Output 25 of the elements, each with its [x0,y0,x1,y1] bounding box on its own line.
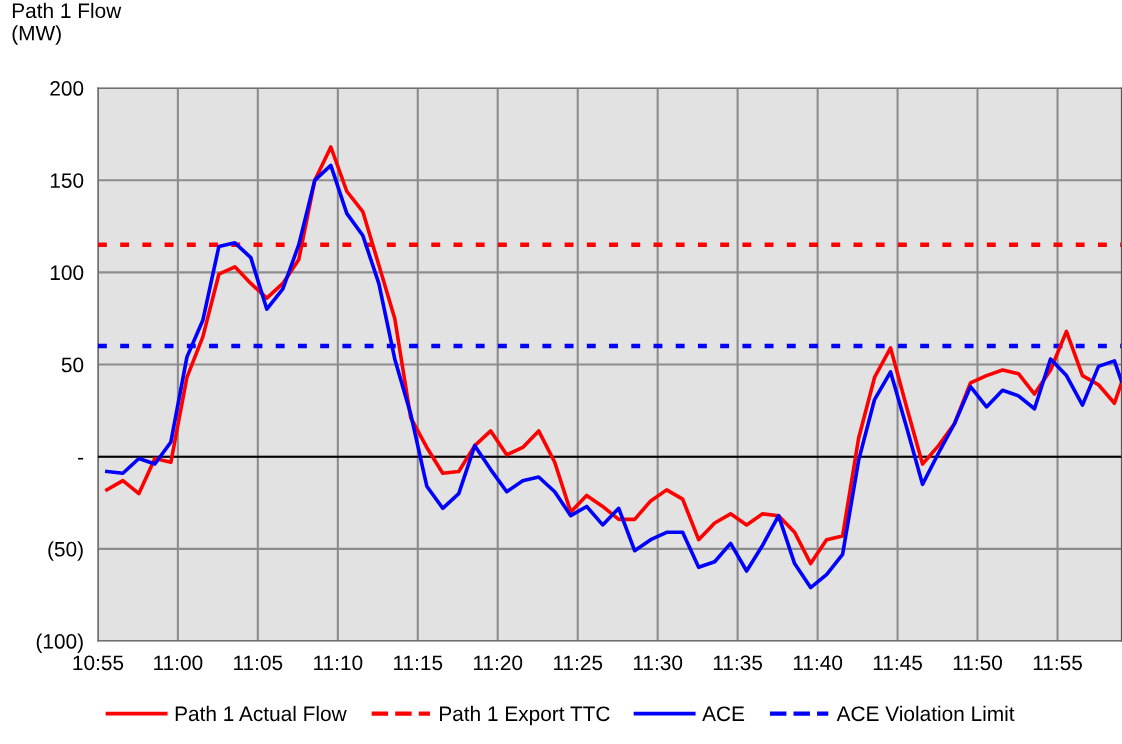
x-tick-label: 11:25 [554,655,603,671]
y-tick-label: (50) [48,541,83,561]
x-tick-label: 10:55 [73,655,124,671]
x-tick-label: 11:45 [873,655,922,671]
y-tick-label: 200 [50,81,84,96]
y-tick-label: 50 [61,357,84,373]
x-tick-label: 11:55 [1033,655,1082,671]
x-tick-label: 11:00 [154,655,203,671]
x-tick-label: 11:40 [793,655,843,671]
x-tick-label: 11:35 [713,655,763,671]
y-axis-title: Path 1 Flow (MW) [12,2,122,45]
x-tick-label: 11:05 [234,655,283,671]
y-tick-label: 100 [50,265,84,281]
x-tick-label: 11:50 [953,655,1002,671]
legend-label: ACE [702,706,745,722]
x-tick-label: 11:30 [633,655,683,671]
y-tick-label: - [78,457,84,460]
x-tick-label: 11:15 [394,655,443,671]
x-tick-label: 11:20 [474,655,523,671]
legend-label: Path 1 Export TTC [440,705,610,726]
legend-label: Path 1 Actual Flow [175,705,347,722]
legend-label: ACE Violation Limit [836,705,1015,722]
y-tick-label: 150 [50,173,84,188]
x-tick-label: 11:10 [314,655,363,671]
y-tick-label: (100) [36,633,83,653]
